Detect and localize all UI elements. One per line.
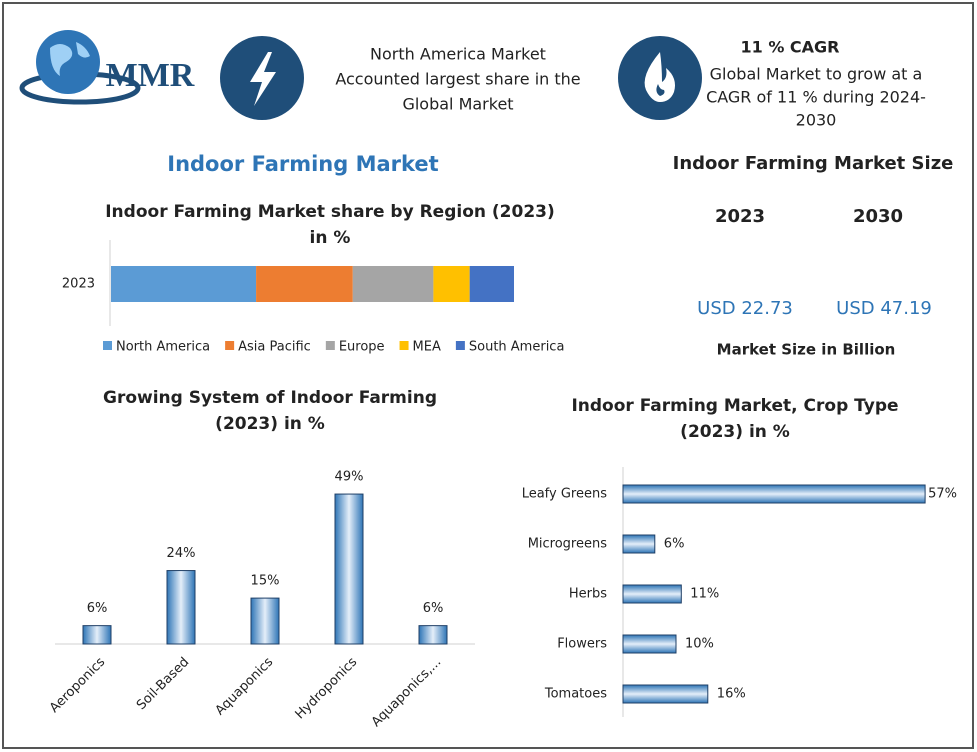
- value-label: 15%: [251, 574, 280, 589]
- bar-segment: [469, 266, 514, 302]
- flame-icon: [644, 52, 675, 102]
- legend-label: Asia Pacific: [238, 340, 311, 355]
- chart-title: Indoor Farming Market share by Region (2…: [105, 202, 555, 222]
- size-title: Indoor Farming Market Size: [673, 153, 954, 174]
- cagr-line: CAGR of 11 % during 2024-: [706, 88, 926, 107]
- bar-segment: [111, 266, 257, 302]
- bar-segment: [352, 266, 434, 302]
- value-label: 6%: [423, 601, 444, 616]
- bar: [418, 625, 448, 645]
- bar: [334, 493, 364, 645]
- value-label: 49%: [335, 470, 364, 485]
- legend-label: MEA: [413, 340, 441, 355]
- bar-segment: [433, 266, 470, 302]
- value-label: 6%: [87, 601, 108, 616]
- y-tick-label: 2023: [62, 277, 95, 292]
- value-label: 57%: [928, 487, 957, 502]
- legend-swatch: [225, 341, 235, 350]
- bar: [250, 597, 280, 645]
- legend-label: Europe: [339, 340, 385, 355]
- bar: [622, 484, 926, 504]
- fact-line: Accounted largest share in the: [335, 70, 580, 89]
- size-year: 2030: [853, 206, 903, 227]
- value-label: 11%: [690, 587, 719, 602]
- bar: [622, 634, 677, 654]
- fact-line: Global Market: [402, 95, 513, 114]
- chart-title: in %: [310, 228, 351, 248]
- y-tick-label: Microgreens: [528, 537, 608, 552]
- y-tick-label: Flowers: [557, 637, 607, 652]
- bar-segment: [256, 266, 353, 302]
- size-year: 2023: [715, 206, 765, 227]
- value-label: 10%: [685, 637, 714, 652]
- value-label: 6%: [664, 537, 685, 552]
- cagr-title: 11 % CAGR: [740, 38, 839, 57]
- chart-title: (2023) in %: [215, 414, 325, 434]
- fact-line: North America Market: [370, 45, 546, 64]
- size-value: USD 22.73: [697, 298, 793, 319]
- chart-title: Indoor Farming Market, Crop Type: [571, 396, 898, 416]
- bar: [622, 534, 656, 554]
- legend-swatch: [325, 341, 335, 350]
- legend-swatch: [399, 341, 409, 350]
- flame-inner: [656, 84, 665, 96]
- legend-label: North America: [116, 340, 210, 355]
- logo-text: MMR: [106, 57, 195, 94]
- cagr-line: 2030: [796, 111, 837, 130]
- bar: [622, 684, 709, 704]
- main-title: Indoor Farming Market: [167, 152, 438, 176]
- legend-label: South America: [469, 340, 565, 355]
- value-label: 24%: [167, 546, 196, 561]
- lightning-icon: [250, 52, 276, 106]
- size-value: USD 47.19: [836, 298, 932, 319]
- chart-title: (2023) in %: [680, 422, 790, 442]
- logo: [19, 30, 141, 105]
- bar: [166, 570, 196, 645]
- chart-title: Growing System of Indoor Farming: [103, 388, 437, 408]
- legend-swatch: [103, 341, 112, 350]
- bar: [622, 584, 682, 604]
- y-tick-label: Leafy Greens: [522, 487, 608, 502]
- bar: [82, 625, 112, 645]
- y-tick-label: Herbs: [569, 587, 607, 602]
- legend-swatch: [455, 341, 465, 350]
- cagr-line: Global Market to grow at a: [710, 65, 923, 84]
- value-label: 16%: [717, 687, 746, 702]
- size-note: Market Size in Billion: [717, 341, 896, 359]
- y-tick-label: Tomatoes: [544, 687, 607, 702]
